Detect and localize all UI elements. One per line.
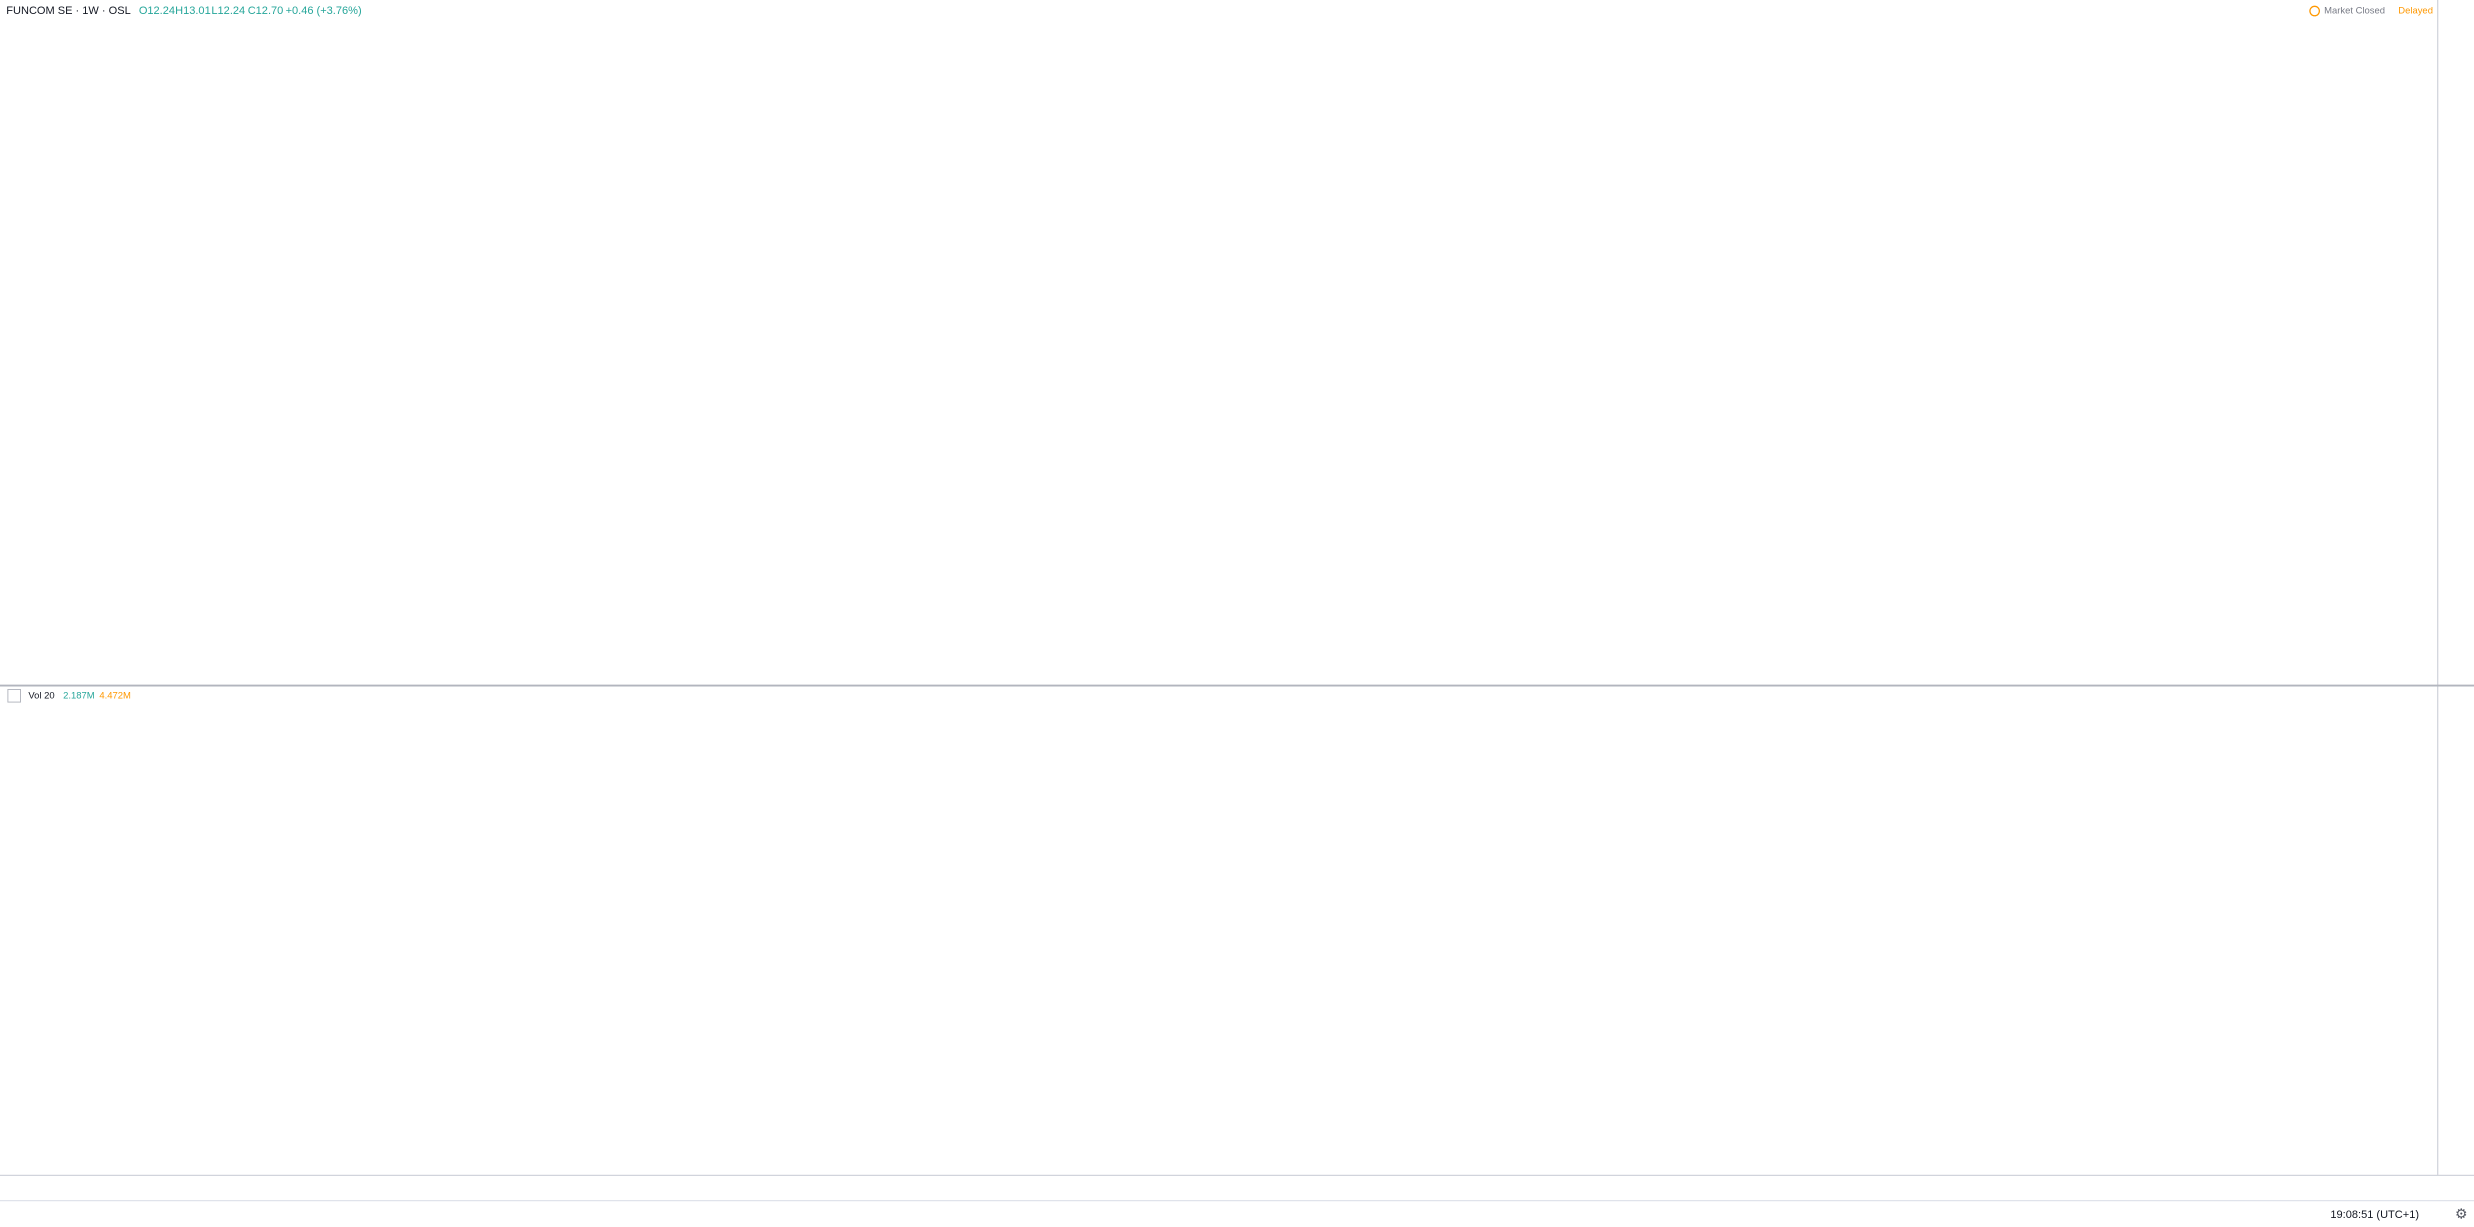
volume-legend-title: Vol 20 xyxy=(28,690,54,701)
legend-change: +0.46 (+3.76%) xyxy=(286,5,362,17)
settings-icon[interactable]: ⚙ xyxy=(2455,1207,2468,1223)
legend-open: O12.24 xyxy=(139,5,175,17)
legend-high: H13.01 xyxy=(175,5,211,17)
legend-low: L12.24 xyxy=(211,5,245,17)
volume-legend-value: 2.187M xyxy=(63,690,95,701)
legend-close: C12.70 xyxy=(248,5,284,17)
clock: 19:08:51 (UTC+1) xyxy=(2330,1209,2419,1221)
volume-legend-ma: 4.472M xyxy=(99,690,131,701)
market-status: Market Closed xyxy=(2324,6,2385,17)
symbol-title: FUNCOM SE · 1W · OSL xyxy=(6,5,130,17)
status-icon xyxy=(2309,5,2321,17)
volume-toggle[interactable] xyxy=(7,688,21,703)
delayed-status: Delayed xyxy=(2398,6,2433,17)
